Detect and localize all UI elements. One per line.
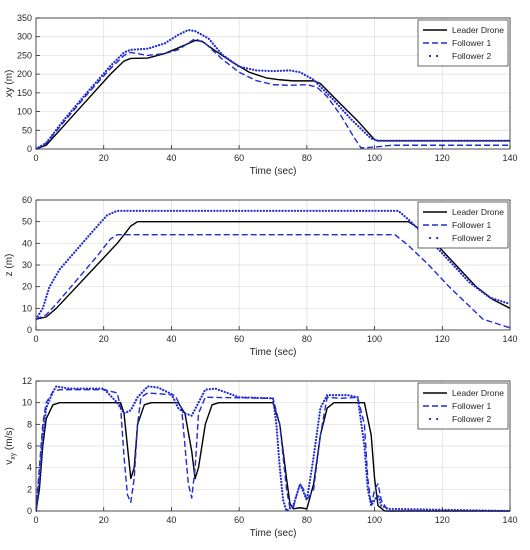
- legend-label-follower-1: Follower 1: [452, 220, 491, 230]
- axes-box: [35, 17, 511, 150]
- y-tick-label: 10: [22, 398, 32, 408]
- y-tick-label: 30: [22, 260, 32, 270]
- y-tick-label: 50: [22, 217, 32, 227]
- x-tick-label: 0: [33, 153, 38, 163]
- legend: Leader Drone Follower 1 Follower 2: [417, 19, 509, 67]
- legend-label-follower-2: Follower 2: [452, 233, 491, 243]
- y-tick-label: 8: [27, 419, 32, 429]
- chart-panel-2: 0 20 40 60 80 100 120 140 0 10 20 30 40 50 60 Time (sec…: [4, 195, 518, 358]
- legend-label-follower-1: Follower 1: [452, 38, 491, 48]
- series-line-follower-1: [36, 37, 510, 150]
- x-tick-label: 40: [166, 153, 176, 163]
- y-axis-label: xy (m): [4, 70, 15, 98]
- x-tick-label: 20: [99, 334, 109, 344]
- x-tick-label: 40: [166, 334, 176, 344]
- x-tick-label: 0: [33, 334, 38, 344]
- x-tick-label: 140: [502, 515, 517, 525]
- x-tick-label: 140: [502, 334, 517, 344]
- x-tick-label: 100: [367, 334, 382, 344]
- x-tick-label: 120: [435, 334, 450, 344]
- x-tick-label: 80: [302, 153, 312, 163]
- x-tick-label: 140: [502, 153, 517, 163]
- y-tick-label: 250: [17, 50, 32, 60]
- y-tick-label: 300: [17, 32, 32, 42]
- x-tick-label: 40: [166, 515, 176, 525]
- y-tick-label: 4: [27, 463, 32, 473]
- series-line-follower-2: [36, 28, 510, 150]
- x-tick-label: 60: [234, 334, 244, 344]
- x-tick-label: 20: [99, 515, 109, 525]
- legend-label-follower-1: Follower 1: [452, 401, 491, 411]
- y-axis-label: z (m): [4, 254, 15, 277]
- legend: Leader Drone Follower 1 Follower 2: [417, 382, 509, 430]
- y-tick-label: 60: [22, 195, 32, 205]
- x-tick-label: 120: [435, 153, 450, 163]
- series-line-follower-1: [36, 233, 510, 329]
- y-tick-label: 2: [27, 484, 32, 494]
- y-tick-label: 10: [22, 303, 32, 313]
- y-tick-label: 20: [22, 282, 32, 292]
- legend: Leader Drone Follower 1 Follower 2: [417, 201, 509, 249]
- series-line-leader-drone: [36, 401, 510, 512]
- chart-panel-1: 0 20 40 60 80 100 120 140 0 50 100 150 200 250 300 350 T…: [4, 13, 518, 177]
- y-tick-label: 6: [27, 441, 32, 451]
- y-tick-label: 200: [17, 69, 32, 79]
- x-tick-label: 100: [367, 515, 382, 525]
- x-tick-label: 120: [435, 515, 450, 525]
- y-tick-label: 0: [27, 506, 32, 516]
- y-axis-label: vxy (m/s): [4, 427, 17, 465]
- x-tick-label: 60: [234, 515, 244, 525]
- x-tick-label: 80: [302, 515, 312, 525]
- chart-panel-3: 0 20 40 60 80 100 120 140 0 2 4 6 8 10 12 Time (sec) vxy…: [4, 376, 518, 539]
- x-tick-label: 80: [302, 334, 312, 344]
- x-axis-label: Time (sec): [250, 528, 297, 539]
- series-line-follower-2: [36, 209, 510, 321]
- legend-label-leader-drone: Leader Drone: [452, 207, 504, 217]
- y-tick-label: 100: [17, 107, 32, 117]
- y-tick-label: 0: [27, 144, 32, 154]
- x-tick-label: 60: [234, 153, 244, 163]
- series-line-follower-1: [36, 388, 510, 512]
- legend-label-leader-drone: Leader Drone: [452, 388, 504, 398]
- y-tick-label: 0: [27, 325, 32, 335]
- x-tick-label: 100: [367, 153, 382, 163]
- x-axis-label: Time (sec): [250, 347, 297, 358]
- y-tick-label: 150: [17, 88, 32, 98]
- y-tick-label: 50: [22, 125, 32, 135]
- series-line-leader-drone: [36, 220, 510, 320]
- legend-label-follower-2: Follower 2: [452, 414, 491, 424]
- y-tick-label: 350: [17, 13, 32, 23]
- x-axis-label: Time (sec): [250, 166, 297, 177]
- x-tick-label: 20: [99, 153, 109, 163]
- x-tick-label: 0: [33, 515, 38, 525]
- y-tick-label: 40: [22, 238, 32, 248]
- y-tick-label: 12: [22, 376, 32, 386]
- legend-label-follower-2: Follower 2: [452, 51, 491, 61]
- series-line-follower-2: [36, 385, 510, 512]
- legend-label-leader-drone: Leader Drone: [452, 25, 504, 35]
